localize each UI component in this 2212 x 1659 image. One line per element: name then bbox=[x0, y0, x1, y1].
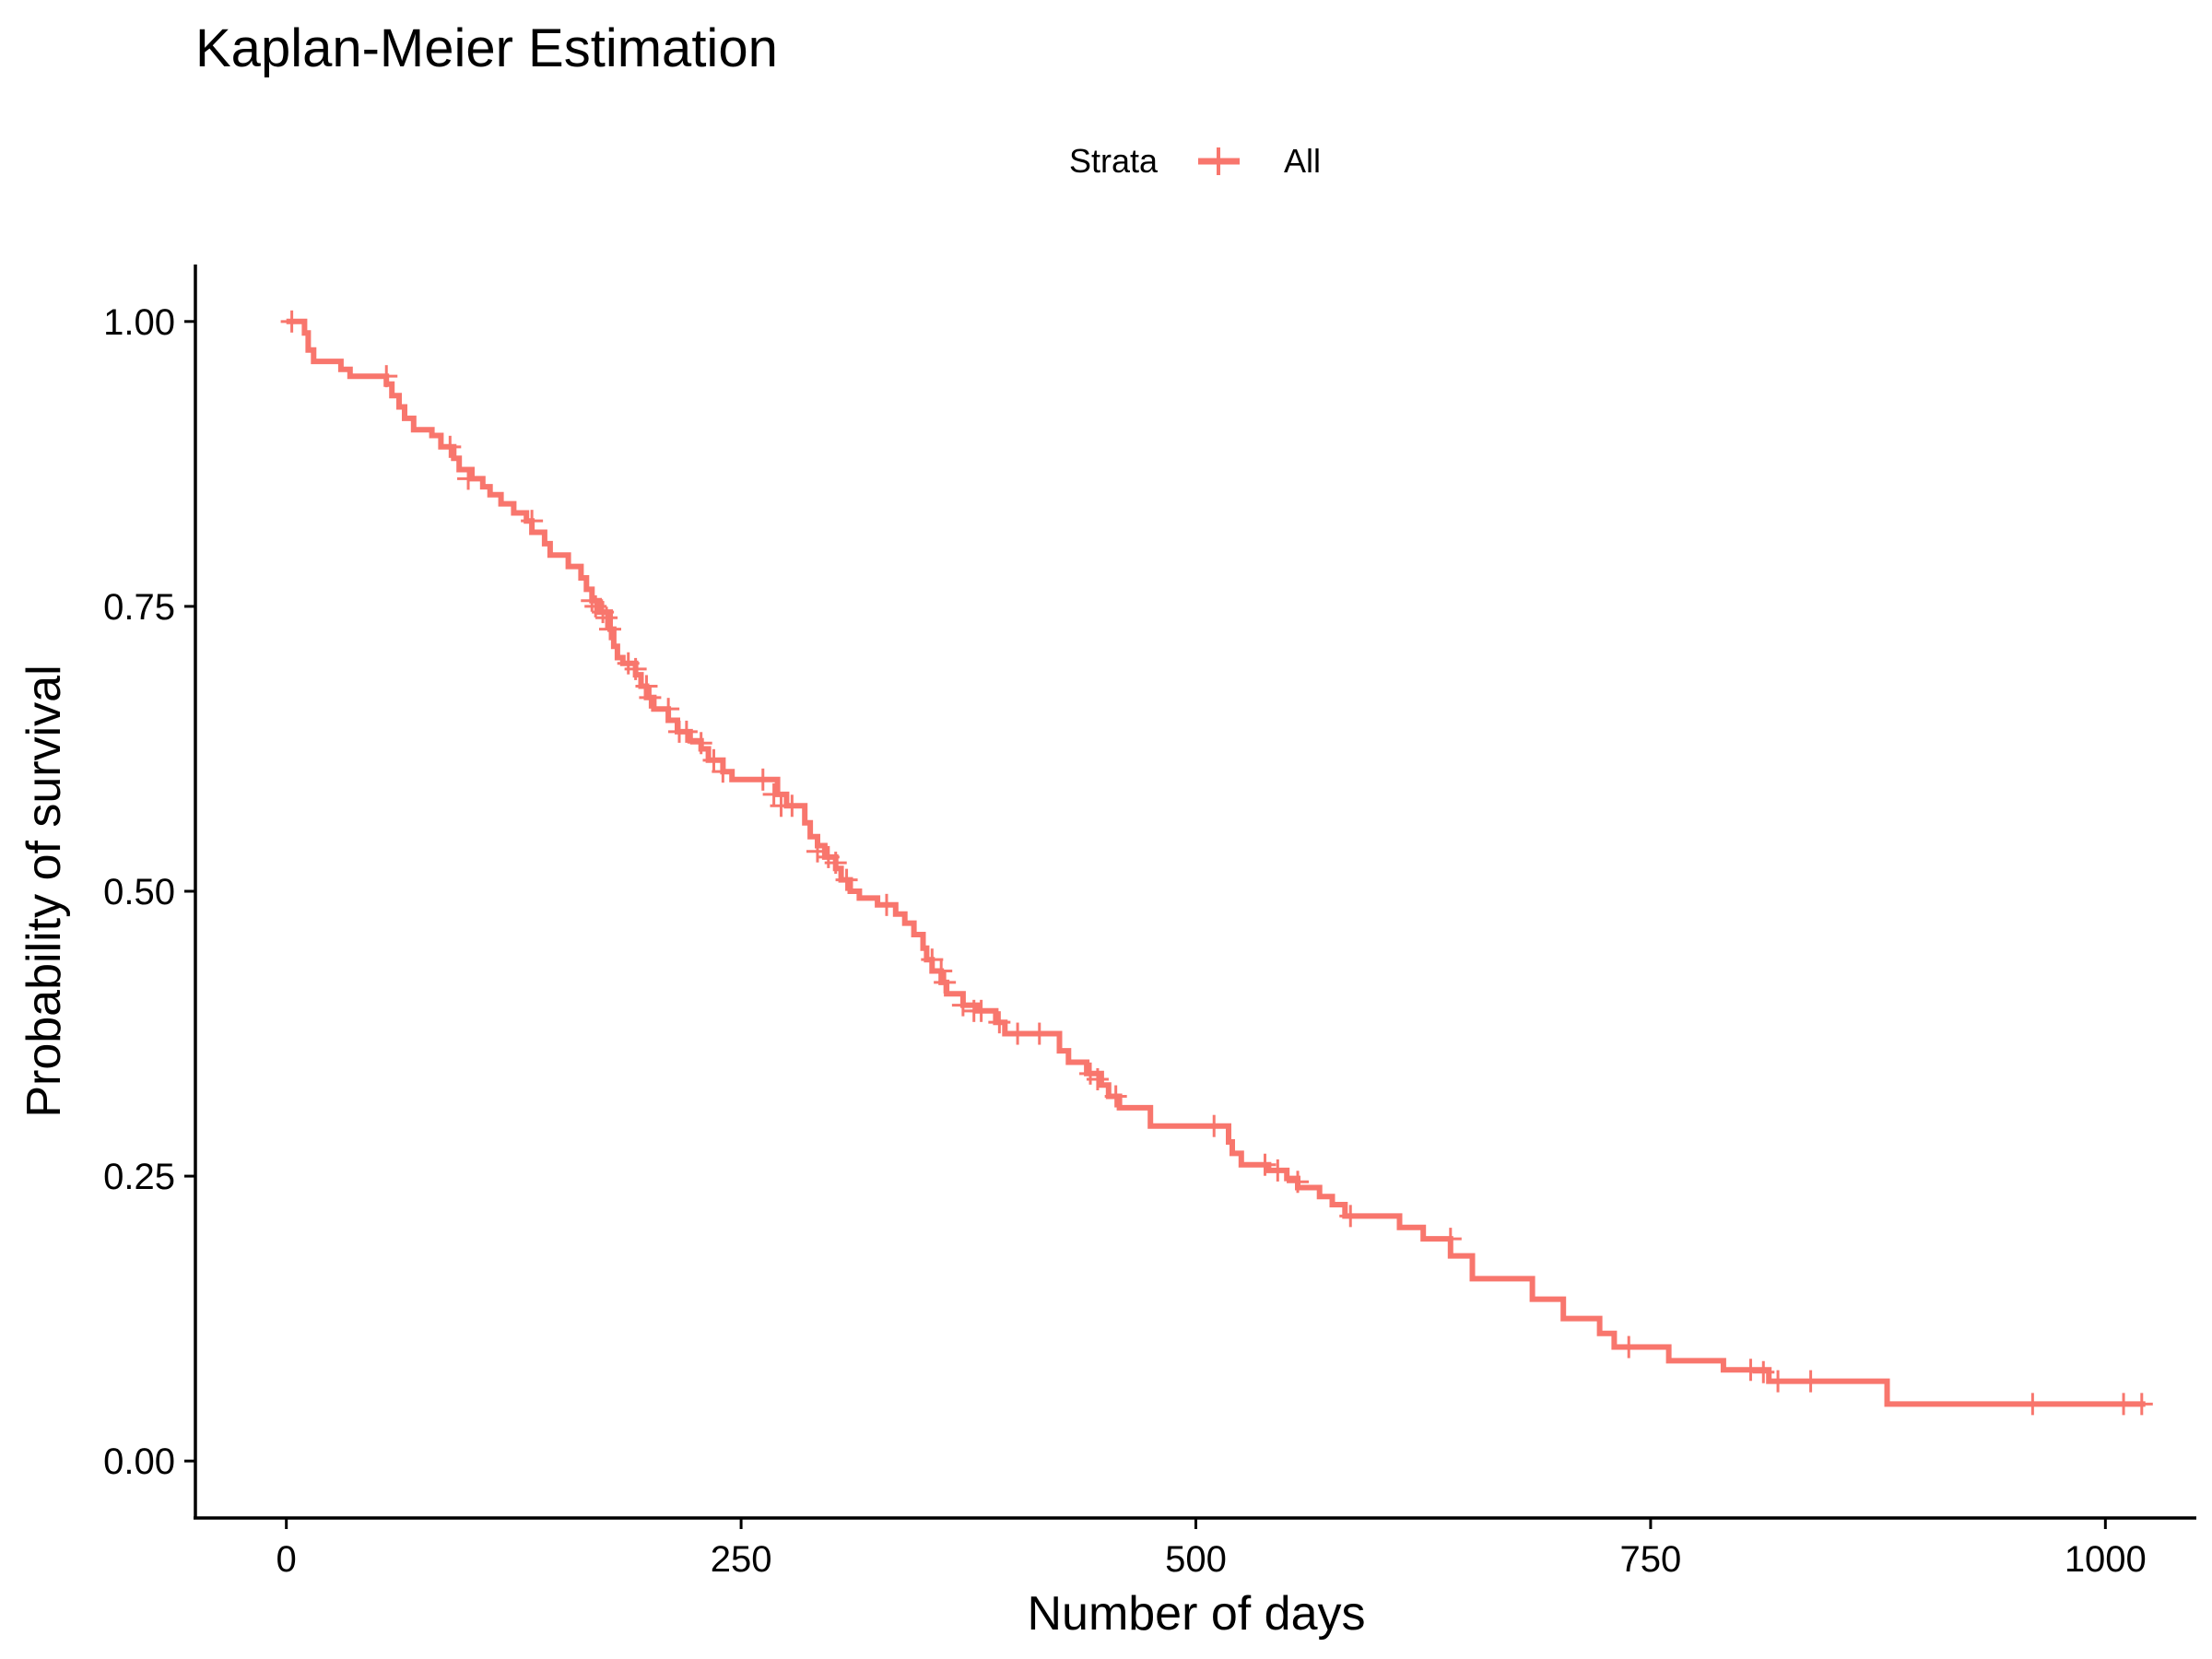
x-tick-label: 250 bbox=[711, 1539, 772, 1580]
x-tick-label: 500 bbox=[1165, 1539, 1227, 1580]
censor-mark bbox=[2130, 1393, 2153, 1416]
y-tick-label: 0.50 bbox=[103, 872, 175, 912]
plot-area bbox=[280, 310, 2153, 1416]
survival-curve-all bbox=[286, 318, 2146, 1407]
chart-title: Kaplan-Meier Estimation bbox=[195, 18, 778, 78]
y-ticks: 0.00 0.25 0.50 0.75 1.00 bbox=[103, 302, 195, 1482]
censor-mark bbox=[1266, 1159, 1289, 1182]
censor-mark bbox=[1739, 1359, 1762, 1382]
x-ticks: 0 250 500 750 1000 bbox=[276, 1518, 2147, 1580]
censor-mark bbox=[1006, 1022, 1030, 1045]
y-tick-label: 0.00 bbox=[103, 1441, 175, 1482]
censor-mark bbox=[598, 618, 621, 641]
censor-mark bbox=[934, 971, 957, 994]
legend-entry-all: All bbox=[1284, 142, 1321, 180]
censor-mark bbox=[1203, 1114, 1226, 1137]
censor-mark bbox=[1618, 1335, 1641, 1359]
censor-mark bbox=[875, 893, 898, 916]
censor-mark bbox=[375, 365, 398, 388]
censor-mark bbox=[762, 782, 785, 806]
legend: Strata All bbox=[1069, 142, 1321, 180]
censor-mark bbox=[702, 748, 725, 771]
censor-mark bbox=[806, 840, 829, 863]
censor-mark bbox=[581, 589, 604, 612]
x-tick-label: 0 bbox=[276, 1539, 297, 1580]
censor-mark bbox=[970, 999, 993, 1022]
censor-mark bbox=[595, 606, 618, 629]
censor-mark bbox=[712, 760, 735, 783]
censor-mark bbox=[280, 310, 303, 333]
censor-mark bbox=[2021, 1393, 2044, 1416]
y-tick-label: 0.75 bbox=[103, 587, 175, 628]
censor-mark bbox=[635, 675, 658, 698]
censor-mark bbox=[1086, 1068, 1109, 1090]
legend-key-all bbox=[1198, 147, 1240, 175]
censor-mark bbox=[1253, 1153, 1277, 1176]
y-tick-label: 0.25 bbox=[103, 1157, 175, 1197]
censor-mark bbox=[930, 959, 953, 982]
censor-mark bbox=[639, 686, 662, 709]
censor-mark bbox=[951, 994, 974, 1017]
censor-mark bbox=[657, 698, 680, 721]
censor-mark bbox=[521, 510, 544, 533]
censor-mark bbox=[1767, 1370, 1790, 1393]
censor-mark bbox=[921, 948, 944, 971]
censor-mark bbox=[675, 720, 698, 743]
censor-mark bbox=[592, 601, 615, 624]
censor-mark bbox=[457, 467, 480, 490]
censor-mark bbox=[1339, 1205, 1362, 1228]
legend-title: Strata bbox=[1069, 142, 1159, 180]
censor-mark bbox=[624, 657, 647, 680]
censor-mark bbox=[1028, 1022, 1051, 1045]
censor-mark bbox=[439, 435, 462, 458]
y-axis-title: Probability of survival bbox=[18, 665, 71, 1117]
y-tick-label: 1.00 bbox=[103, 302, 175, 343]
censor-mark bbox=[1752, 1360, 1775, 1383]
x-axis-title: Number of days bbox=[1027, 1587, 1365, 1641]
censor-mark bbox=[824, 852, 847, 875]
censor-mark bbox=[1439, 1228, 1462, 1251]
x-tick-label: 750 bbox=[1620, 1539, 1682, 1580]
censor-mark bbox=[1104, 1085, 1127, 1108]
censor-mark bbox=[1799, 1370, 1822, 1393]
x-tick-label: 1000 bbox=[2065, 1539, 2147, 1580]
censor-mark bbox=[751, 768, 774, 791]
censor-mark bbox=[689, 732, 712, 755]
censor-mark bbox=[988, 1011, 1011, 1034]
censor-mark bbox=[781, 794, 804, 818]
censor-mark bbox=[835, 868, 858, 891]
censor-mark bbox=[1287, 1171, 1310, 1194]
